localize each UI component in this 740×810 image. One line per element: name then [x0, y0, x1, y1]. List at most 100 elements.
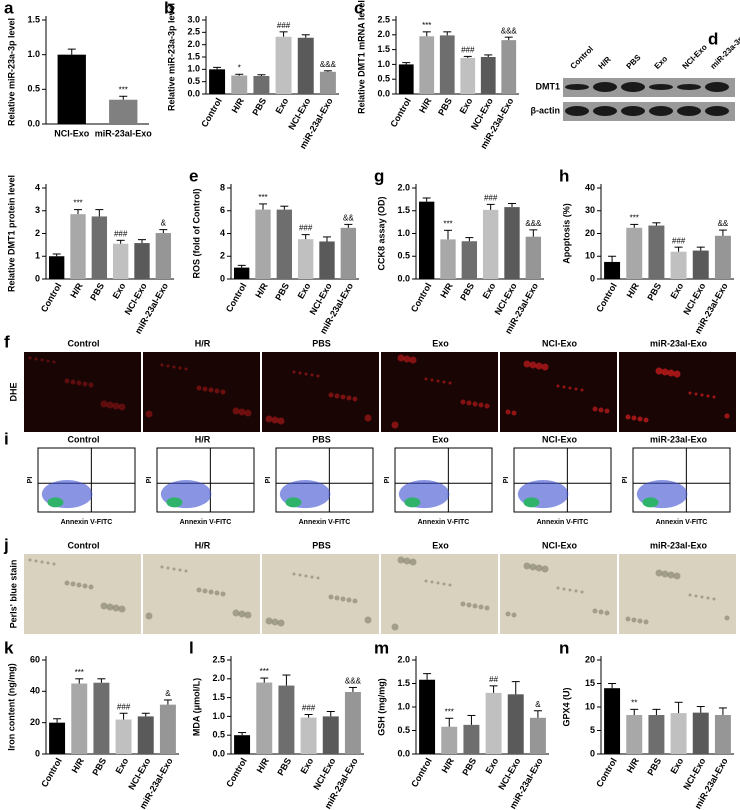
x-tick-label: Control — [224, 756, 249, 789]
bar — [670, 251, 687, 279]
bar — [112, 243, 129, 279]
y-tick-label: 0 — [35, 748, 40, 758]
x-tick-label: Exo — [273, 96, 290, 116]
stain-spot — [304, 574, 308, 578]
y-tick-label: 6 — [220, 205, 225, 215]
stain-spot — [214, 590, 220, 596]
stain-spot — [178, 568, 182, 572]
stain-spot — [145, 612, 153, 620]
significance: * — [238, 63, 241, 72]
stain-spot — [541, 363, 549, 371]
y-tick-label: 20 — [585, 654, 595, 664]
band — [677, 106, 701, 116]
bar — [418, 201, 435, 279]
panel-letter: i — [4, 429, 9, 448]
stain-spot — [580, 590, 584, 594]
bar — [71, 683, 88, 754]
bar — [440, 239, 456, 279]
bar — [507, 694, 524, 754]
stain-spot — [397, 354, 405, 362]
stain-spot — [184, 569, 188, 573]
stain-spot — [478, 402, 484, 408]
x-tick-label: Control — [388, 96, 413, 129]
stain-spot — [46, 359, 50, 363]
stain-spot — [511, 410, 517, 416]
stain-spot — [712, 597, 716, 601]
bar — [256, 682, 273, 754]
y-tick-label: 2.0 — [397, 182, 410, 192]
stain-spot — [655, 569, 663, 577]
x-tick-label: PBS — [645, 281, 663, 302]
x-tick-label: H/R — [68, 281, 85, 300]
stain-spot — [631, 617, 637, 623]
stain-spot — [688, 593, 692, 597]
y-tick-label: 0.0 — [397, 748, 410, 758]
stain-spot — [310, 575, 314, 579]
micrograph — [24, 352, 141, 432]
stain-spot — [352, 598, 358, 604]
stain-spot — [700, 595, 704, 599]
significance: & — [535, 700, 541, 709]
band — [565, 106, 589, 116]
stain-spot — [310, 373, 314, 377]
panel-letter: g — [374, 166, 384, 185]
stain-spot — [196, 587, 202, 593]
stain-spot — [472, 401, 478, 407]
stain-spot — [166, 566, 170, 570]
stain-spot — [340, 596, 346, 602]
y-tick-label: 5 — [590, 725, 595, 735]
stain-spot — [706, 394, 710, 398]
stain-spot — [172, 567, 176, 571]
bar — [344, 691, 361, 754]
stain-spot — [220, 389, 226, 395]
stain-spot — [643, 417, 649, 423]
y-tick-label: 2.5 — [187, 27, 200, 37]
x-tick-label: Control — [199, 96, 224, 129]
bar — [340, 227, 357, 279]
stain-spot — [292, 572, 296, 576]
bar — [159, 704, 176, 754]
stain-spot — [277, 417, 285, 425]
y-tick-label: 0.5 — [397, 725, 410, 735]
stain-spot — [523, 360, 531, 368]
stain-spot — [403, 355, 411, 363]
bar — [648, 714, 665, 754]
bar — [480, 57, 496, 94]
y-tick-label: 0.5 — [212, 730, 225, 740]
stain-spot — [292, 370, 296, 374]
significance: ### — [672, 236, 686, 245]
x-axis-label: Annexin V-FITC — [180, 519, 232, 526]
y-tick-label: 1 — [35, 251, 40, 261]
band — [593, 82, 617, 92]
panel-letter: j — [3, 535, 9, 554]
bar — [134, 243, 150, 279]
column-label: H/R — [195, 434, 211, 444]
stain-spot — [460, 399, 466, 405]
stain-spot — [334, 393, 340, 399]
stain-spot — [244, 611, 252, 619]
stain-spot — [562, 587, 566, 591]
micrograph — [143, 554, 260, 634]
stain-spot — [724, 615, 730, 621]
x-axis-label: Annexin V-FITC — [656, 519, 708, 526]
stain-spot — [64, 378, 70, 384]
bar — [419, 36, 435, 94]
column-label: PBS — [312, 434, 331, 444]
band — [621, 82, 645, 92]
significance: && — [343, 214, 354, 223]
panel-letter: b — [164, 0, 174, 17]
bar — [529, 717, 546, 754]
stain-spot — [448, 381, 452, 385]
bar — [233, 267, 250, 279]
panel-letter: f — [4, 332, 10, 351]
x-tick-label: Exo — [481, 281, 498, 301]
stain-spot — [328, 594, 334, 600]
stain-spot — [430, 378, 434, 382]
panel-letter: c — [354, 0, 363, 17]
stain-spot — [712, 395, 716, 399]
column-label: Control — [68, 434, 100, 444]
band — [565, 84, 589, 90]
micrograph — [381, 554, 498, 634]
y-tick-label: 10 — [585, 251, 595, 261]
